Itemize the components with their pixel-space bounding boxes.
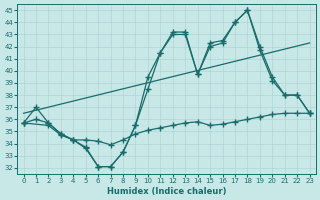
X-axis label: Humidex (Indice chaleur): Humidex (Indice chaleur) [107, 187, 226, 196]
